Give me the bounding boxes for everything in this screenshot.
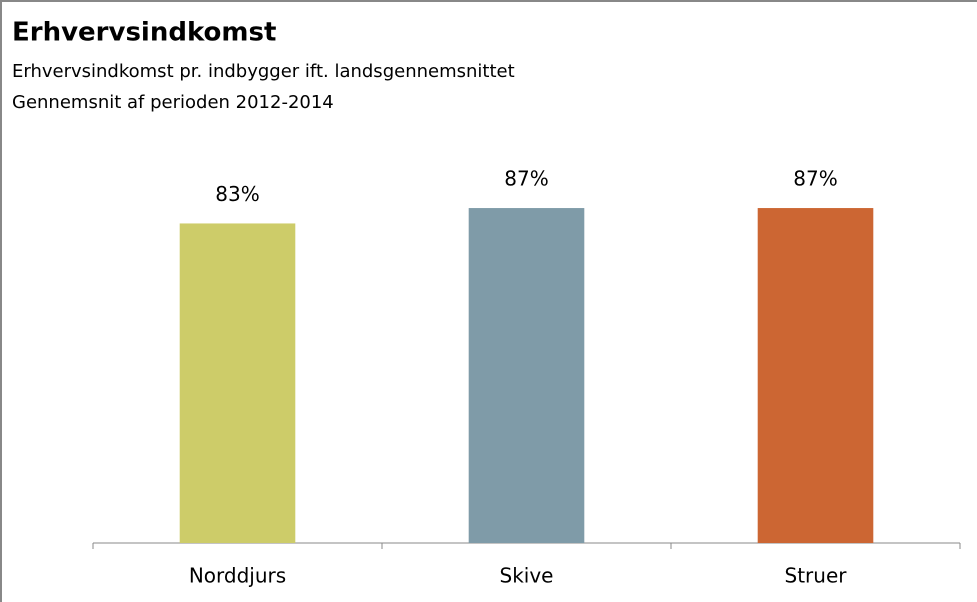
x-tick-label: Norddjurs bbox=[189, 564, 286, 588]
chart-subtitle: Erhvervsindkomst pr. indbygger ift. land… bbox=[12, 61, 515, 82]
x-tick-label: Struer bbox=[785, 564, 848, 588]
value-label: 83% bbox=[215, 182, 259, 206]
bar bbox=[179, 223, 296, 543]
bar bbox=[757, 208, 874, 544]
value-label: 87% bbox=[504, 167, 548, 191]
x-tick-label: Skive bbox=[500, 564, 554, 588]
value-label: 87% bbox=[793, 167, 837, 191]
chart-title: Erhvervsindkomst bbox=[12, 18, 276, 48]
bar bbox=[468, 208, 585, 544]
chart-subtitle: Gennemsnit af perioden 2012-2014 bbox=[12, 92, 334, 113]
